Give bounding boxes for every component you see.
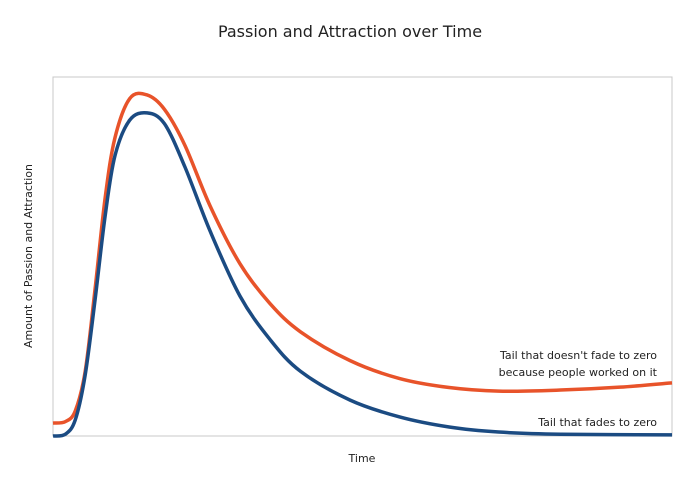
chart-title: Passion and Attraction over Time xyxy=(218,22,482,41)
annotation-orange-line1: Tail that doesn't fade to zero xyxy=(499,349,657,362)
y-axis-label: Amount of Passion and Attraction xyxy=(22,164,35,348)
x-axis-label: Time xyxy=(348,452,376,465)
annotation-blue: Tail that fades to zero xyxy=(537,416,657,429)
annotation-orange-line2: because people worked on it xyxy=(499,366,658,379)
series-line-blue xyxy=(52,110,673,438)
plot-area xyxy=(52,76,673,437)
